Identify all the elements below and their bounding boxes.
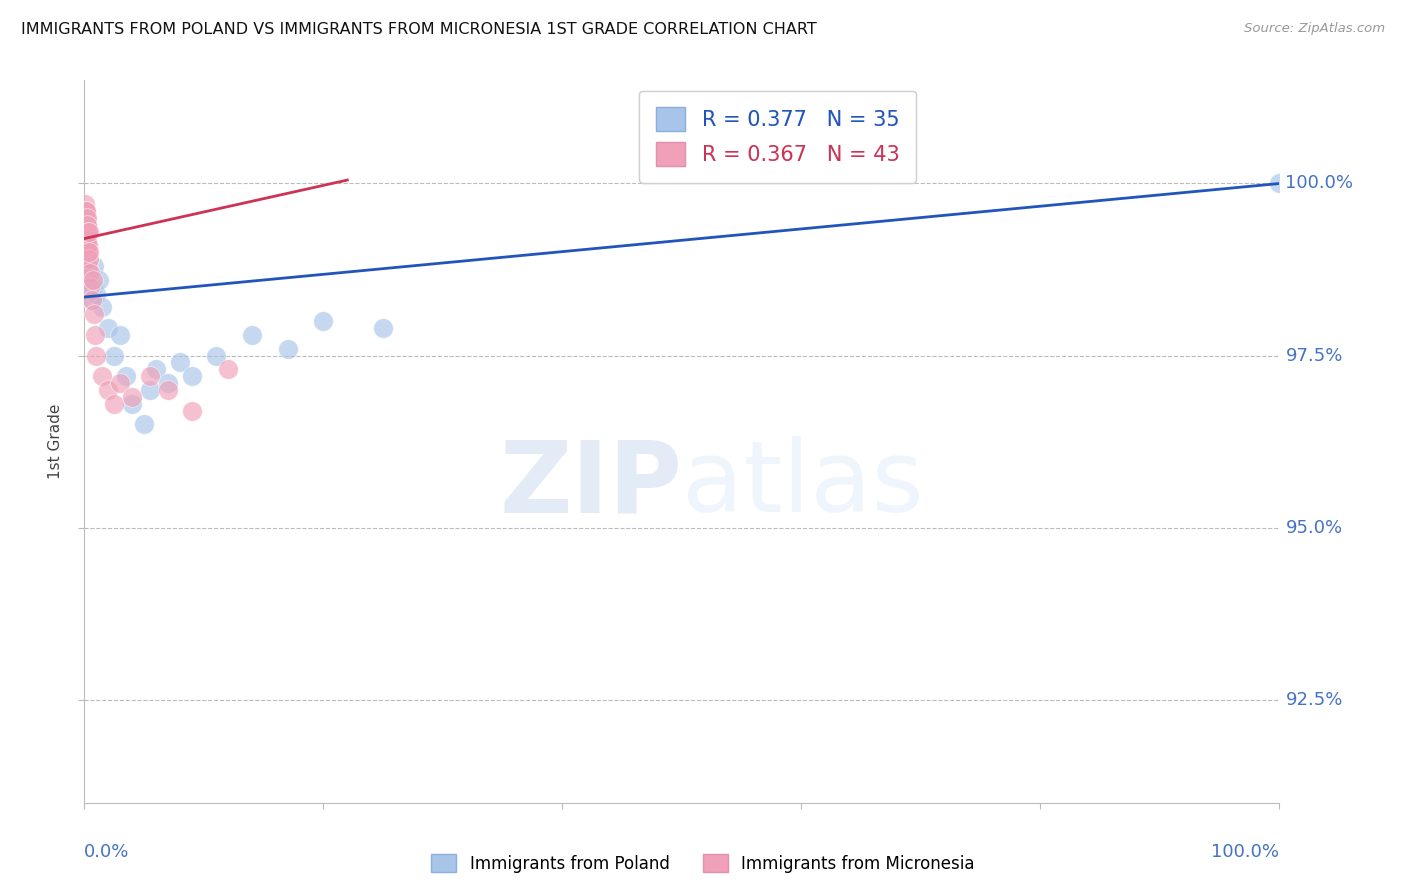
- Point: [84, 327, 107, 342]
- Text: IMMIGRANTS FROM POLAND VS IMMIGRANTS FROM MICRONESIA 1ST GRADE CORRELATION CHART: IMMIGRANTS FROM POLAND VS IMMIGRANTS FRO…: [21, 22, 817, 37]
- Point: [75, 266, 97, 280]
- Point: [76, 238, 98, 252]
- Point: [76, 211, 98, 225]
- Point: [79, 266, 101, 280]
- Point: [97, 321, 120, 335]
- Text: 92.5%: 92.5%: [1285, 690, 1343, 708]
- Point: [75, 204, 97, 219]
- Point: [240, 327, 263, 342]
- Point: [145, 362, 167, 376]
- Point: [157, 376, 180, 390]
- Point: [75, 211, 97, 225]
- Point: [76, 238, 98, 252]
- Legend: Immigrants from Poland, Immigrants from Micronesia: Immigrants from Poland, Immigrants from …: [425, 847, 981, 880]
- Point: [77, 238, 100, 252]
- Point: [76, 245, 98, 260]
- Point: [157, 383, 180, 397]
- Point: [277, 342, 299, 356]
- Y-axis label: 1st Grade: 1st Grade: [48, 404, 63, 479]
- Point: [75, 238, 97, 252]
- Point: [77, 259, 100, 273]
- Point: [373, 321, 395, 335]
- Point: [181, 403, 204, 417]
- Point: [79, 273, 101, 287]
- Point: [110, 327, 132, 342]
- Point: [312, 314, 335, 328]
- Point: [75, 252, 97, 267]
- Legend: R = 0.377   N = 35, R = 0.367   N = 43: R = 0.377 N = 35, R = 0.367 N = 43: [640, 91, 915, 183]
- Point: [75, 204, 97, 219]
- Point: [77, 266, 100, 280]
- Point: [103, 397, 125, 411]
- Point: [76, 218, 98, 232]
- Point: [77, 245, 100, 260]
- Point: [77, 279, 100, 293]
- Point: [181, 369, 204, 384]
- Point: [73, 211, 96, 225]
- Point: [75, 211, 97, 225]
- Point: [121, 390, 143, 404]
- Point: [77, 252, 100, 267]
- Point: [76, 259, 98, 273]
- Point: [110, 376, 132, 390]
- Point: [103, 349, 125, 363]
- Point: [75, 225, 97, 239]
- Point: [91, 301, 114, 315]
- Point: [76, 231, 98, 245]
- Point: [80, 293, 103, 308]
- Text: 0.0%: 0.0%: [84, 843, 129, 861]
- Point: [87, 273, 110, 287]
- Point: [76, 245, 98, 260]
- Point: [115, 369, 138, 384]
- Point: [76, 218, 98, 232]
- Point: [217, 362, 239, 376]
- Point: [91, 369, 114, 384]
- Point: [121, 397, 143, 411]
- Point: [73, 231, 96, 245]
- Point: [82, 279, 104, 293]
- Text: 100.0%: 100.0%: [1285, 175, 1354, 193]
- Point: [86, 286, 108, 301]
- Point: [77, 225, 100, 239]
- Text: 100.0%: 100.0%: [1212, 843, 1279, 861]
- Point: [132, 417, 156, 432]
- Point: [76, 225, 98, 239]
- Point: [75, 231, 97, 245]
- Point: [73, 204, 96, 219]
- Point: [83, 259, 105, 273]
- Point: [75, 204, 97, 219]
- Text: ZIP: ZIP: [499, 436, 682, 533]
- Point: [82, 273, 104, 287]
- Text: 95.0%: 95.0%: [1285, 518, 1343, 537]
- Point: [75, 225, 97, 239]
- Point: [77, 259, 100, 273]
- Point: [139, 383, 162, 397]
- Point: [1268, 177, 1291, 191]
- Point: [75, 218, 97, 232]
- Point: [79, 279, 101, 293]
- Text: atlas: atlas: [682, 436, 924, 533]
- Point: [75, 245, 97, 260]
- Point: [83, 307, 105, 321]
- Point: [76, 225, 98, 239]
- Point: [139, 369, 162, 384]
- Point: [75, 197, 97, 211]
- Point: [97, 383, 120, 397]
- Point: [86, 349, 108, 363]
- Point: [76, 252, 98, 267]
- Point: [75, 218, 97, 232]
- Text: Source: ZipAtlas.com: Source: ZipAtlas.com: [1244, 22, 1385, 36]
- Point: [80, 293, 103, 308]
- Point: [205, 349, 228, 363]
- Point: [169, 355, 191, 369]
- Text: 97.5%: 97.5%: [1285, 346, 1343, 365]
